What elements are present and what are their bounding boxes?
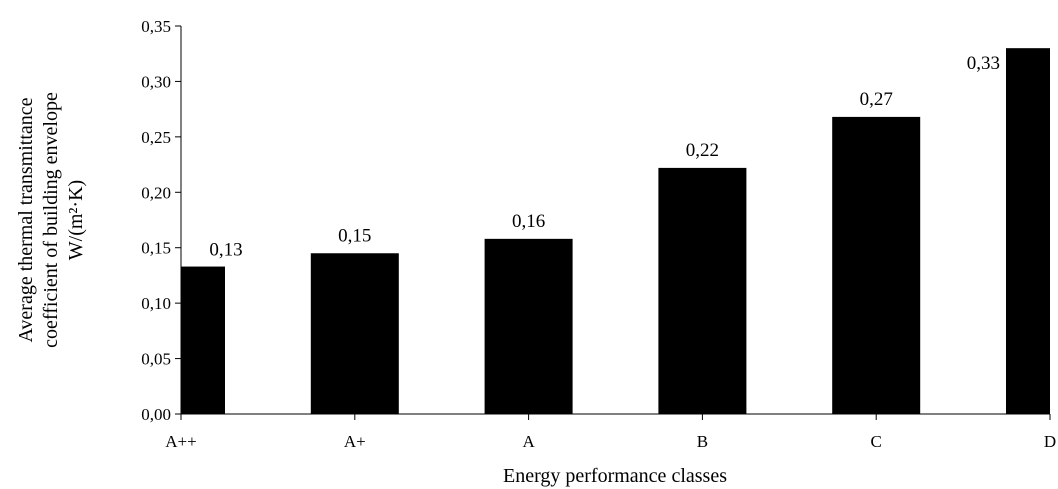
x-tick-label: A+ xyxy=(344,432,366,451)
data-label: 0,27 xyxy=(860,89,893,110)
bar xyxy=(1006,48,1050,415)
y-axis-title-line: W/(m²·K) xyxy=(65,180,87,260)
y-tick-label: 0,25 xyxy=(141,128,171,147)
y-tick-label: 0,30 xyxy=(141,72,171,91)
y-tick-label: 0,00 xyxy=(141,405,171,424)
bar xyxy=(832,116,921,414)
x-tick-label: D xyxy=(1044,432,1056,451)
x-tick-label: C xyxy=(871,432,882,451)
data-label: 0,22 xyxy=(686,140,719,161)
x-tick-label: A xyxy=(522,432,535,451)
y-axis-title-line: coefficient of building envelope xyxy=(40,92,62,348)
x-tick-label: A++ xyxy=(165,432,196,451)
data-labels: 0,13 0,15 0,16 0,22 0,27 0,33 xyxy=(209,53,1000,260)
y-tick-label: 0,20 xyxy=(141,183,171,202)
y-axis-ticks: 0,00 0,05 0,10 0,15 0,20 0,25 0,30 0,35 xyxy=(141,17,181,424)
data-label: 0,33 xyxy=(967,53,1000,74)
y-tick-label: 0,15 xyxy=(141,239,171,258)
x-tick-label: B xyxy=(697,432,708,451)
y-tick-label: 0,05 xyxy=(141,350,171,369)
x-axis-title: Energy performance classes xyxy=(503,465,727,487)
bar xyxy=(484,238,573,414)
bars xyxy=(181,48,1050,415)
data-label: 0,15 xyxy=(338,225,371,246)
bar xyxy=(658,167,747,414)
data-label: 0,16 xyxy=(512,211,545,232)
y-tick-label: 0,35 xyxy=(141,17,171,36)
bar xyxy=(181,266,225,414)
y-axis-title-line: Average thermal transmittance xyxy=(15,97,37,342)
y-axis-title: Average thermal transmittance coefficient… xyxy=(15,92,87,348)
bar xyxy=(310,253,399,414)
data-label: 0,13 xyxy=(209,240,242,261)
x-axis-ticks: A++ A+ A B C D xyxy=(165,414,1056,451)
y-tick-label: 0,10 xyxy=(141,294,171,313)
